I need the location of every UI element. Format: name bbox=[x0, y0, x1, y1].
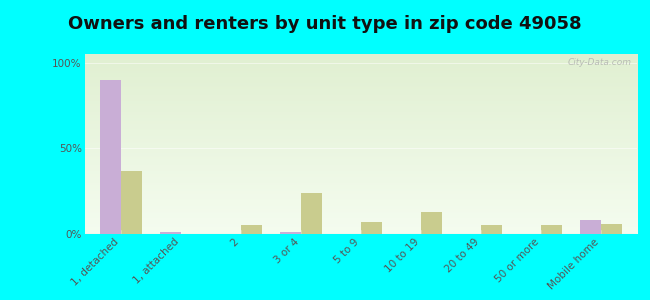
Bar bbox=[601, 224, 622, 234]
Bar bbox=[240, 225, 262, 234]
Text: City-Data.com: City-Data.com bbox=[567, 58, 632, 67]
Bar bbox=[99, 80, 120, 234]
Bar bbox=[301, 193, 322, 234]
Bar bbox=[159, 232, 181, 234]
Bar bbox=[541, 225, 562, 234]
Bar bbox=[481, 225, 502, 234]
Text: Owners and renters by unit type in zip code 49058: Owners and renters by unit type in zip c… bbox=[68, 15, 582, 33]
Bar bbox=[361, 222, 382, 234]
Bar bbox=[421, 212, 442, 234]
Bar bbox=[280, 232, 301, 234]
Bar bbox=[120, 171, 142, 234]
Bar bbox=[580, 220, 601, 234]
